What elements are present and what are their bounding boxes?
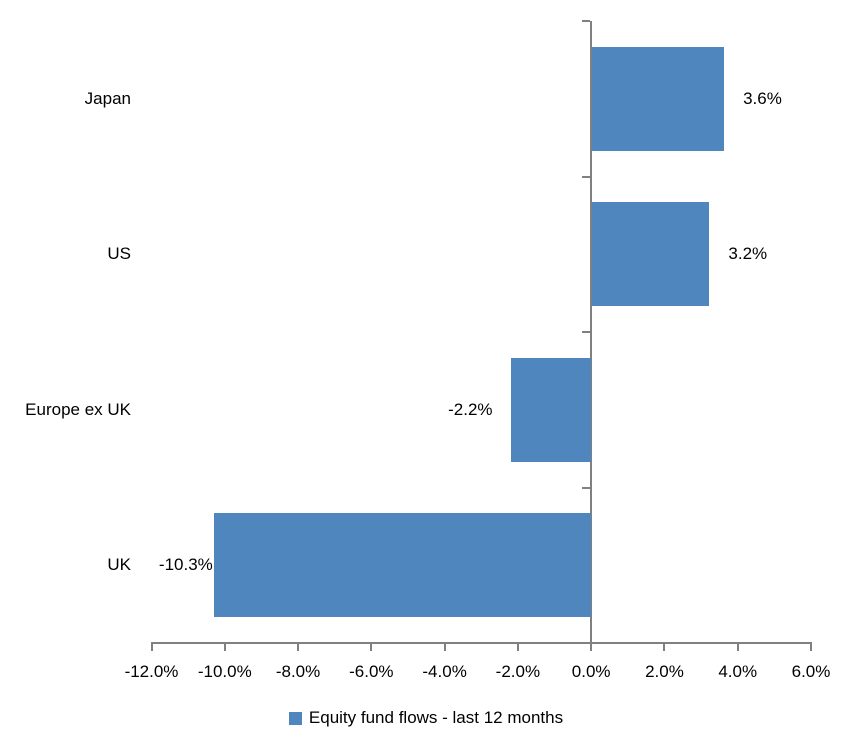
x-axis-tick: [297, 643, 300, 651]
category-label-europe-ex-uk: Europe ex UK: [25, 399, 131, 419]
legend-swatch-icon: [288, 711, 302, 725]
bar-us: [592, 202, 710, 307]
category-label-japan: Japan: [84, 88, 131, 108]
x-axis-tick-label: -10.0%: [197, 662, 252, 681]
bar-europe-ex-uk: [510, 357, 592, 462]
x-axis-tick-label: -8.0%: [275, 662, 321, 681]
value-label-europe-ex-uk: -2.2%: [448, 399, 493, 419]
x-axis-tick-label: -12.0%: [124, 662, 179, 681]
category-boundary-tick: [582, 175, 591, 178]
y-axis-line: [590, 21, 593, 644]
x-axis-tick: [663, 643, 666, 651]
value-label-us: 3.2%: [728, 244, 768, 264]
legend-label: Equity fund flows - last 12 months: [308, 708, 564, 727]
x-axis-tick-label: -2.0%: [495, 662, 541, 681]
x-axis-tick: [516, 643, 519, 651]
x-axis-tick: [810, 643, 812, 651]
x-axis-tick: [590, 643, 593, 651]
x-axis-tick-label: -6.0%: [349, 662, 394, 681]
value-label-japan: 3.6%: [743, 88, 782, 108]
x-axis-tick: [223, 643, 226, 651]
category-boundary-tick: [582, 486, 591, 489]
value-label-uk: -10.3%: [158, 555, 213, 575]
category-label-uk: UK: [107, 555, 131, 575]
bar-japan: [592, 46, 725, 151]
category-boundary-tick: [582, 642, 591, 644]
x-axis-tick-label: 4.0%: [718, 662, 758, 681]
category-boundary-tick: [582, 331, 591, 333]
x-axis-tick: [736, 643, 739, 651]
x-axis-tick: [443, 643, 446, 651]
x-axis-tick-label: 6.0%: [791, 662, 831, 681]
x-axis-tick: [150, 643, 153, 651]
category-label-us: US: [107, 244, 131, 264]
x-axis-tick-label: 2.0%: [645, 662, 684, 681]
x-axis-tick-label: 0.0%: [571, 662, 611, 681]
x-axis-tick-label: -4.0%: [422, 662, 467, 681]
x-axis-tick: [370, 643, 373, 651]
legend: Equity fund flows - last 12 months: [0, 705, 852, 731]
bar-uk: [213, 513, 592, 618]
category-boundary-tick: [582, 20, 591, 22]
x-axis-line: [151, 642, 812, 644]
